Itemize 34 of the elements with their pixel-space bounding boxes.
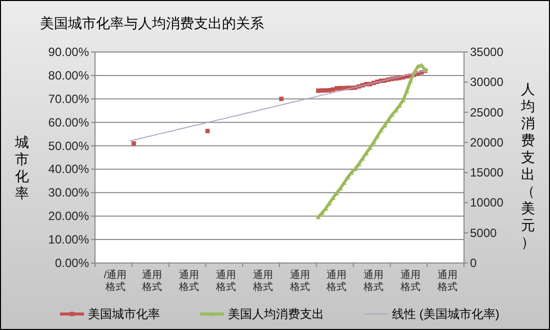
y-tick-label: 60.00% [48,115,90,130]
text: 人均消费支出（美元） [521,81,535,250]
x-tick-label: 通用格式 [214,269,236,293]
x-tick-label: /通用格式 [104,269,127,293]
y-tick-label: 90.00% [48,45,90,59]
y2-tick-label: 0 [470,256,477,270]
x-tick-label: 通用格式 [252,269,273,293]
y-tick-label: 50.00% [48,138,90,153]
y2-tick-label: 5000 [470,226,498,240]
x-tick-label: 通用格式 [436,269,458,293]
x-tick-label: 通用格式 [362,269,384,293]
y-tick-label: 0.00% [54,256,90,270]
y2-tick-label: 20000 [470,135,504,150]
x-tick-label: 通用格式 [399,269,420,293]
legend-label: 美国人均消费支出 [228,307,324,321]
y2-tick-label: 15000 [470,166,504,180]
y2-tick-label: 30000 [470,75,504,90]
y-tick-label: 80.00% [48,68,90,82]
legend-label: 美国城市化率 [88,307,160,321]
x-tick-label: 通用格式 [141,269,162,293]
chart-title: 美国城市化率与人均消费支出的关系 [40,15,264,31]
y-tick-label: 10.00% [48,232,90,247]
y-tick-label: 70.00% [48,92,90,106]
y2-tick-label: 35000 [470,45,504,59]
x-tick-label: 通用格式 [326,269,347,293]
x-tick-label: 通用格式 [288,269,310,293]
y-tick-label: 30.00% [48,186,90,200]
y-tick-label: 20.00% [48,209,90,224]
legend-label: 线性 (美国城市化率) [392,307,500,321]
y-axis-title: 城市化率 [14,134,29,201]
x-tick-label: 通用格式 [178,269,200,293]
y-tick-label: 40.00% [48,162,90,176]
y2-tick-label: 25000 [470,105,504,120]
y2-tick-label: 10000 [470,196,504,210]
